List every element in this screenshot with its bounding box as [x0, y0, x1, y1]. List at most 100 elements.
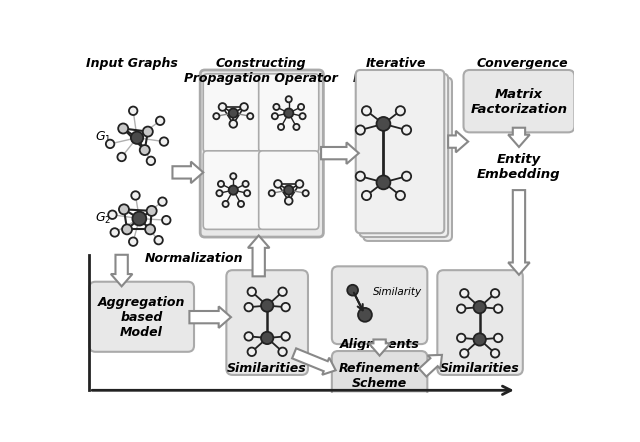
- Polygon shape: [448, 131, 468, 152]
- Circle shape: [284, 108, 293, 118]
- Circle shape: [213, 113, 220, 119]
- Polygon shape: [508, 190, 530, 275]
- Polygon shape: [321, 142, 359, 164]
- Circle shape: [131, 191, 140, 200]
- FancyBboxPatch shape: [360, 74, 448, 237]
- Circle shape: [143, 126, 153, 137]
- Text: Iterative
Propagation: Iterative Propagation: [353, 57, 439, 85]
- FancyBboxPatch shape: [463, 70, 575, 132]
- FancyBboxPatch shape: [204, 151, 263, 229]
- Circle shape: [156, 117, 164, 125]
- Circle shape: [303, 190, 308, 196]
- Circle shape: [147, 156, 155, 165]
- Circle shape: [118, 123, 128, 133]
- Circle shape: [248, 287, 256, 296]
- FancyBboxPatch shape: [200, 70, 323, 237]
- FancyBboxPatch shape: [332, 351, 428, 400]
- Circle shape: [402, 171, 411, 181]
- Text: $G_2$: $G_2$: [95, 211, 112, 226]
- Text: Normalization: Normalization: [145, 252, 243, 265]
- Circle shape: [154, 236, 163, 244]
- Circle shape: [147, 206, 157, 216]
- FancyBboxPatch shape: [332, 267, 428, 344]
- Circle shape: [129, 237, 138, 246]
- Text: Refinement
Scheme: Refinement Scheme: [339, 362, 420, 390]
- Circle shape: [396, 191, 405, 200]
- Circle shape: [248, 347, 256, 356]
- Circle shape: [300, 113, 306, 119]
- Polygon shape: [292, 348, 336, 375]
- FancyBboxPatch shape: [259, 151, 319, 229]
- Circle shape: [285, 197, 292, 205]
- Circle shape: [362, 191, 371, 200]
- Circle shape: [278, 347, 287, 356]
- Circle shape: [244, 332, 253, 341]
- Polygon shape: [369, 339, 390, 356]
- Circle shape: [158, 198, 166, 206]
- Circle shape: [228, 186, 238, 195]
- Polygon shape: [248, 236, 269, 276]
- Polygon shape: [508, 128, 530, 147]
- Circle shape: [293, 124, 300, 130]
- Text: Similarities: Similarities: [440, 362, 520, 375]
- Circle shape: [274, 180, 282, 188]
- Circle shape: [474, 333, 486, 346]
- Circle shape: [145, 225, 155, 234]
- Circle shape: [362, 106, 371, 115]
- Circle shape: [131, 132, 143, 144]
- Circle shape: [282, 303, 290, 311]
- Text: Similarity: Similarity: [372, 287, 422, 297]
- Text: Input Graphs: Input Graphs: [86, 57, 177, 70]
- FancyBboxPatch shape: [356, 70, 444, 233]
- FancyBboxPatch shape: [259, 74, 319, 152]
- Text: Entity
Embedding: Entity Embedding: [477, 153, 561, 181]
- Circle shape: [402, 126, 411, 135]
- Circle shape: [376, 117, 390, 131]
- Circle shape: [284, 186, 293, 195]
- Circle shape: [285, 96, 292, 102]
- Polygon shape: [111, 255, 132, 286]
- Text: Constructing
Propagation Operator: Constructing Propagation Operator: [184, 57, 338, 85]
- Circle shape: [298, 104, 304, 110]
- Circle shape: [223, 201, 228, 207]
- Circle shape: [238, 201, 244, 207]
- Text: $G_1$: $G_1$: [95, 130, 112, 145]
- Circle shape: [376, 175, 390, 189]
- Circle shape: [240, 103, 248, 111]
- Circle shape: [111, 228, 119, 236]
- Circle shape: [230, 173, 236, 179]
- Circle shape: [162, 216, 170, 225]
- Circle shape: [272, 113, 278, 119]
- Circle shape: [474, 301, 486, 313]
- Circle shape: [460, 349, 468, 358]
- Circle shape: [278, 124, 284, 130]
- Circle shape: [396, 106, 405, 115]
- Circle shape: [491, 349, 499, 358]
- Circle shape: [218, 181, 224, 187]
- FancyBboxPatch shape: [227, 270, 308, 375]
- FancyBboxPatch shape: [204, 74, 263, 152]
- Circle shape: [460, 289, 468, 297]
- Circle shape: [244, 303, 253, 311]
- Circle shape: [261, 299, 273, 312]
- Circle shape: [129, 107, 138, 115]
- Circle shape: [457, 334, 465, 342]
- Circle shape: [269, 190, 275, 196]
- Polygon shape: [172, 162, 204, 183]
- Circle shape: [216, 190, 223, 196]
- Circle shape: [119, 204, 129, 214]
- Circle shape: [132, 212, 147, 225]
- Circle shape: [348, 285, 358, 296]
- Text: Alignments: Alignments: [340, 338, 420, 351]
- Text: Aggregation
based
Model: Aggregation based Model: [98, 296, 186, 339]
- Circle shape: [356, 171, 365, 181]
- Circle shape: [358, 308, 372, 322]
- FancyBboxPatch shape: [90, 282, 194, 352]
- Circle shape: [494, 305, 502, 313]
- Circle shape: [117, 153, 126, 161]
- Text: Similarities: Similarities: [227, 362, 307, 375]
- Circle shape: [140, 145, 150, 155]
- Polygon shape: [419, 355, 442, 377]
- FancyBboxPatch shape: [364, 78, 452, 241]
- Circle shape: [244, 190, 250, 196]
